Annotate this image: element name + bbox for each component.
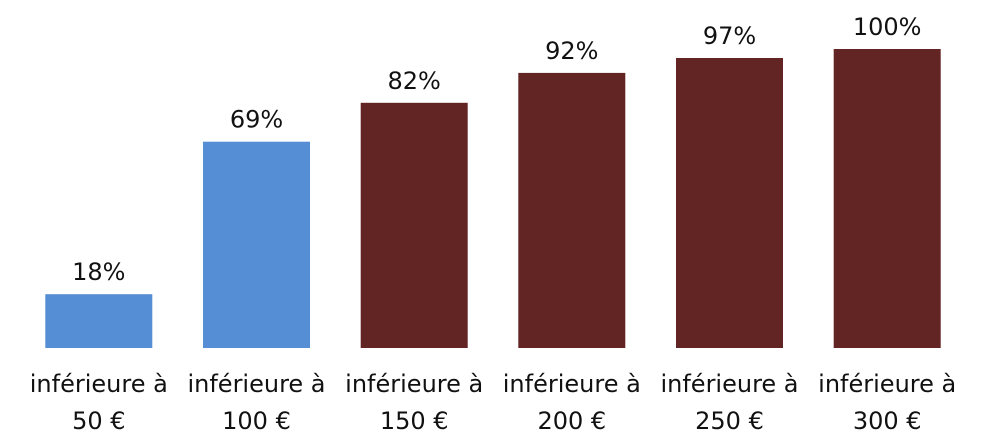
bar-3 bbox=[360, 102, 468, 348]
bars-layer bbox=[45, 49, 941, 349]
value-label-5: 97% bbox=[703, 22, 756, 50]
category-label-1-line-1: inférieure à bbox=[30, 370, 168, 398]
category-label-5-line-2: 250 € bbox=[695, 407, 764, 435]
bar-4 bbox=[518, 72, 626, 349]
value-label-2: 69% bbox=[230, 106, 283, 134]
value-label-4: 92% bbox=[545, 37, 598, 65]
category-label-6-line-1: inférieure à bbox=[818, 370, 956, 398]
category-label-1-line-2: 50 € bbox=[72, 407, 125, 435]
category-label-3-line-2: 150 € bbox=[380, 407, 449, 435]
category-label-6-line-2: 300 € bbox=[853, 407, 922, 435]
category-label-3-line-1: inférieure à bbox=[345, 370, 483, 398]
category-label-2-line-1: inférieure à bbox=[187, 370, 325, 398]
bar-1 bbox=[45, 294, 153, 348]
category-label-4-line-1: inférieure à bbox=[503, 370, 641, 398]
category-labels-layer: inférieure à 50 € inférieure à 100 € inférie… bbox=[30, 370, 956, 435]
bar-5 bbox=[676, 58, 783, 348]
category-label-4-line-2: 200 € bbox=[537, 407, 606, 435]
category-label-2-line-2: 100 € bbox=[222, 407, 291, 435]
value-label-3: 82% bbox=[388, 67, 441, 95]
bar-2 bbox=[203, 141, 310, 348]
category-label-5-line-1: inférieure à bbox=[660, 370, 798, 398]
value-label-6: 100% bbox=[853, 13, 922, 41]
value-label-1: 18% bbox=[72, 258, 125, 286]
value-labels-layer: 18% 69% 82% 92% 97% 100% bbox=[72, 13, 921, 286]
bar-6 bbox=[833, 49, 941, 348]
